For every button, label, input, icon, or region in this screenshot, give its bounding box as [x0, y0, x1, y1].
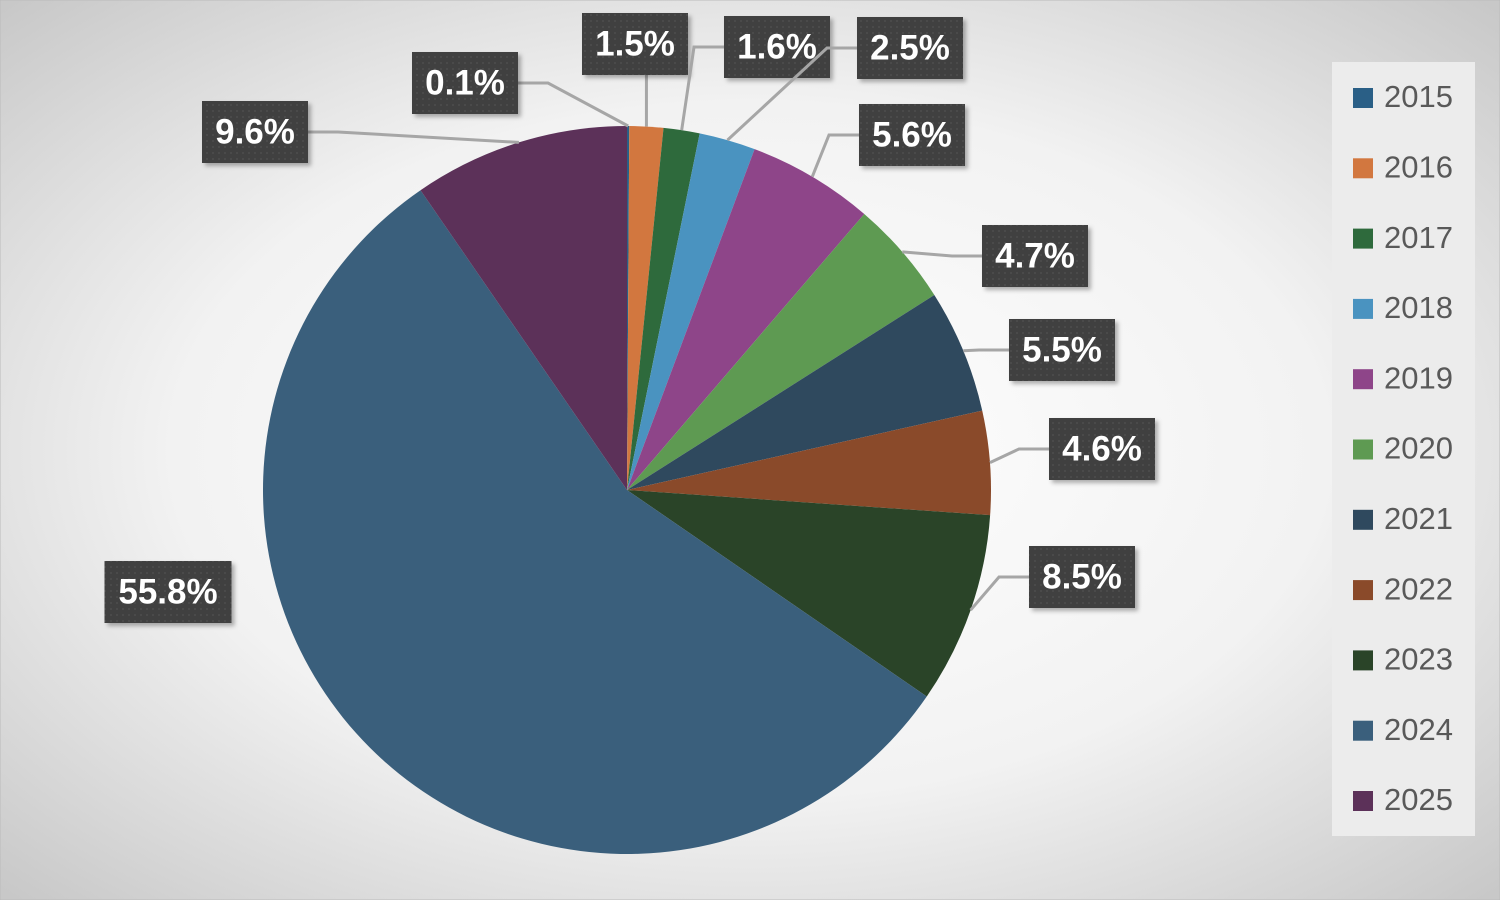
slice: [627, 126, 664, 490]
slice: [627, 133, 755, 490]
label-box: [412, 52, 518, 114]
label-box: [582, 13, 688, 75]
data-label: 4.6%: [1062, 429, 1142, 468]
legend-swatch: [1353, 369, 1373, 390]
legend-swatch: [1353, 720, 1373, 741]
legend-swatch: [1353, 791, 1373, 811]
legend: 2015 2016 2017 2018 2019 2020 2021 2022 2023 2024…: [1353, 79, 1453, 817]
legend-swatch: [1353, 650, 1373, 671]
leader-line: [726, 46, 857, 142]
legend-label: 2019: [1384, 360, 1453, 395]
slice: [420, 126, 627, 490]
leader-line: [989, 447, 1049, 464]
legend-swatch: [1353, 580, 1373, 601]
data-label: 0.1%: [425, 63, 505, 102]
legend-swatch: [1353, 228, 1373, 249]
leader-line: [963, 348, 1009, 353]
pie: [262, 126, 991, 854]
slice: [627, 410, 991, 516]
legend-label: 2018: [1384, 290, 1453, 325]
leader-line: [518, 81, 629, 128]
slice: [627, 126, 630, 490]
label-box: [857, 17, 963, 79]
label-box: [982, 225, 1088, 287]
label-box: [724, 16, 830, 78]
legend-label: 2024: [1384, 712, 1453, 747]
legend-swatch: [1353, 298, 1373, 319]
label-box: [202, 101, 308, 163]
label-box: [1009, 319, 1115, 381]
leader-line: [680, 45, 724, 131]
data-label: 55.8%: [118, 572, 217, 611]
label-box: [859, 104, 965, 166]
data-label: 8.5%: [1042, 557, 1122, 596]
label-box: [1029, 546, 1135, 608]
data-label: 5.5%: [1022, 330, 1102, 369]
data-label: 5.6%: [872, 115, 952, 154]
data-label: 2.5%: [870, 28, 950, 67]
data-label: 1.5%: [595, 24, 675, 63]
label-box: [104, 561, 232, 623]
legend-label: 2015: [1384, 79, 1453, 114]
legend-label: 2021: [1384, 501, 1453, 536]
data-labels: 0.1% 1.5% 1.6% 2.5% 5.6% 4.7% 5.5% 4.6% 8.5% 55.8…: [104, 13, 1155, 623]
legend-label: 2020: [1384, 431, 1453, 466]
slice: [262, 190, 927, 854]
data-label: 4.7%: [995, 236, 1075, 275]
slice: [627, 213, 935, 490]
legend-swatch: [1353, 439, 1373, 460]
legend-swatch: [1353, 158, 1373, 179]
data-label: 1.6%: [737, 27, 817, 66]
slice: [627, 149, 865, 491]
legend-label: 2022: [1384, 571, 1453, 606]
legend-label: 2016: [1384, 149, 1453, 184]
slice: [627, 294, 983, 490]
leader-line: [308, 130, 519, 144]
legend-label: 2017: [1384, 220, 1453, 255]
legend-swatch: [1353, 88, 1373, 108]
slice: [627, 127, 700, 490]
legend-swatch: [1353, 509, 1373, 530]
data-label: 9.6%: [215, 112, 295, 151]
legend-label: 2025: [1384, 782, 1453, 817]
leader-line: [810, 133, 859, 178]
leader-line: [969, 575, 1029, 612]
label-box: [1049, 418, 1155, 480]
leader-line: [902, 250, 982, 258]
slice: [627, 490, 991, 697]
legend-label: 2023: [1384, 642, 1453, 677]
